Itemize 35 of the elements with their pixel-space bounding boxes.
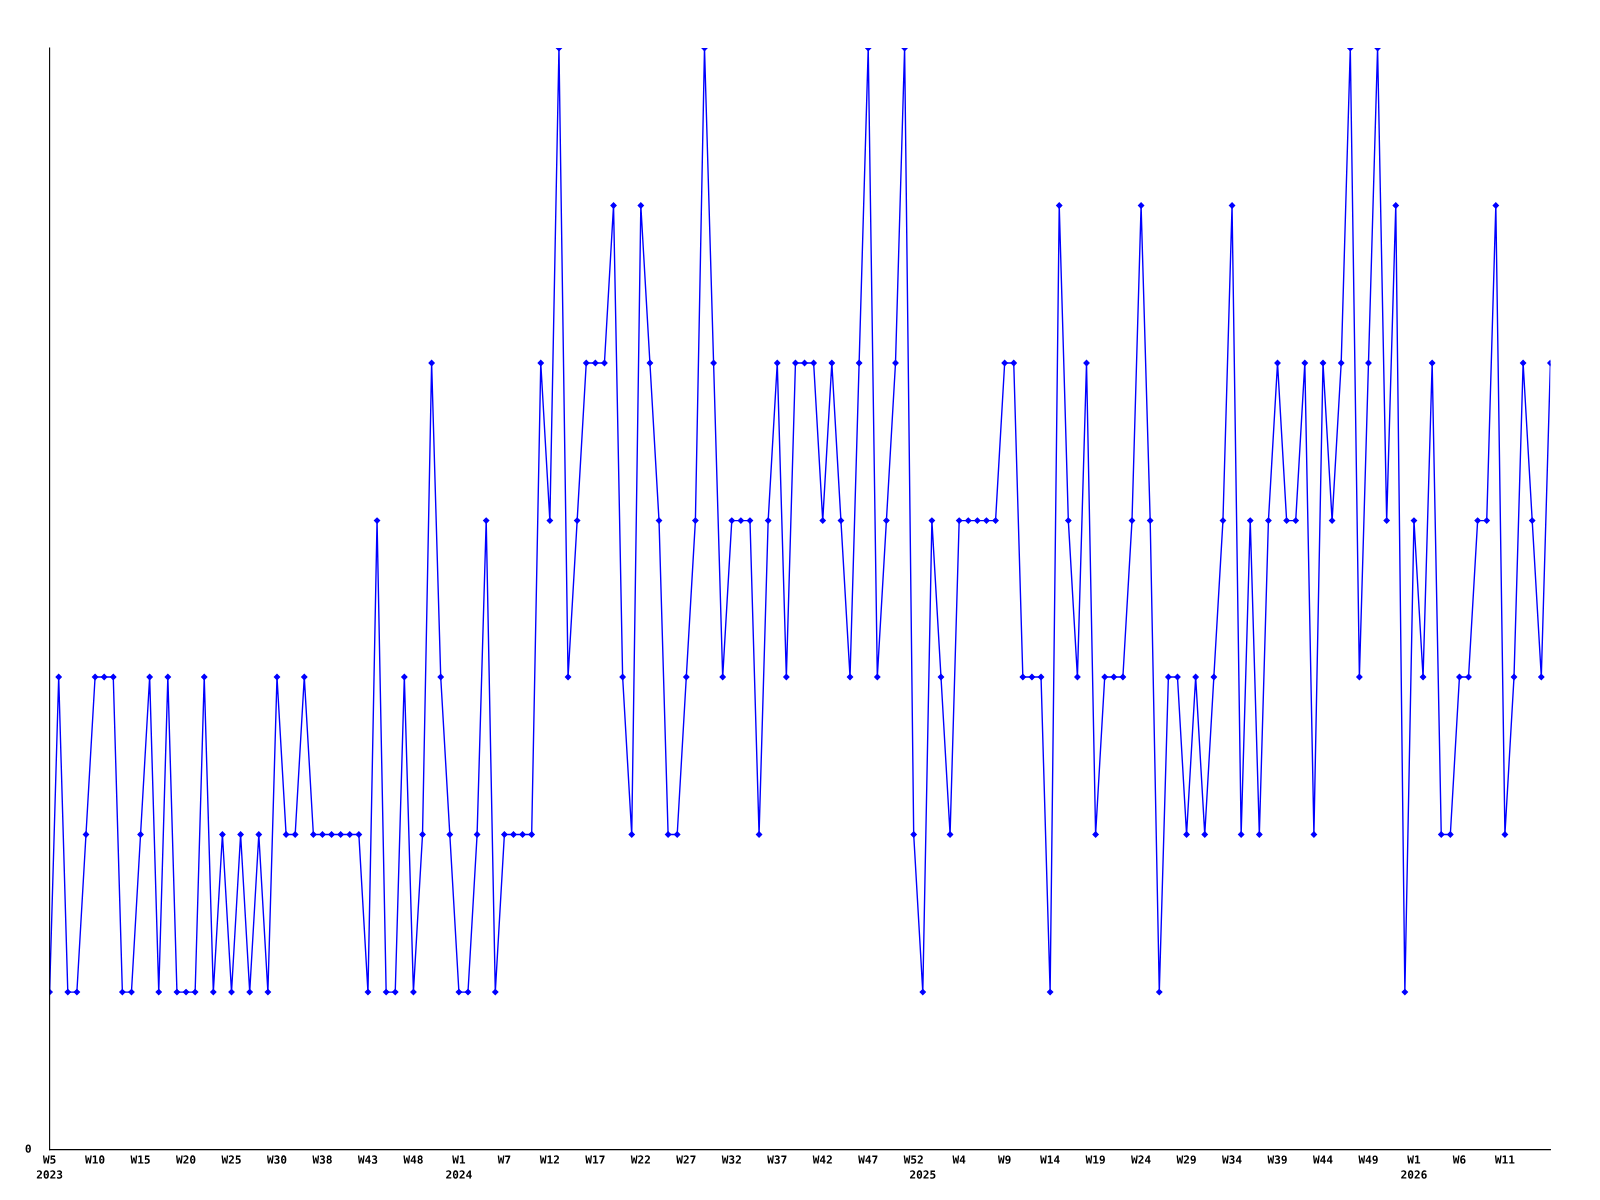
x-tick-label: W22 [630,1155,650,1164]
x-tick-label: W44 [1312,1155,1333,1164]
x-tick-label: W29 [1176,1155,1196,1164]
x-tick-label: W49 [1358,1155,1378,1164]
x-tick-label: W27 [676,1155,696,1164]
x-tick-label: W30 [266,1155,287,1164]
x-tick-label: W25 [221,1155,241,1164]
x-tick-label: W48 [403,1155,423,1164]
x-tick-label: W4 [952,1155,966,1164]
text: 0 [25,1144,31,1153]
x-tick-label: W9 [997,1155,1011,1164]
x-tick-label: W5 2023 [36,1155,63,1179]
x-tick-label: W14 [1040,1155,1060,1164]
x-tick-label: W10 [85,1155,105,1164]
x-tick-label: W24 [1131,1155,1151,1164]
x-tick-label: W7 [497,1155,511,1164]
x-tick-label: W20 [176,1155,196,1164]
x-tick-label: W6 [1452,1155,1466,1164]
x-tick-label: W1 2026 [1401,1155,1427,1179]
x-tick-label: W52 [903,1155,923,1164]
x-tick-label: W11 [1494,1155,1515,1164]
x-tick-label: W37 [767,1155,787,1164]
x-tick-label: W34 [1222,1155,1242,1164]
x-tick-label: W39 [1267,1155,1287,1164]
x-tick-label: W38 [312,1155,332,1164]
x-tick-label: W47 [858,1155,878,1164]
x-tick-label: W17 [585,1155,605,1164]
x-tick-label: W1 2024 [446,1155,472,1179]
x-tick-label: W15 [130,1155,150,1164]
x-tick-label: W19 [1085,1155,1105,1164]
x-tick-label: W43 [357,1155,378,1164]
x-tick-label: W42 [812,1155,832,1164]
x-tick-label: W32 [721,1155,741,1164]
x-tick-label: W12 [539,1155,559,1164]
x-tick-label: 2025 [910,1170,936,1179]
